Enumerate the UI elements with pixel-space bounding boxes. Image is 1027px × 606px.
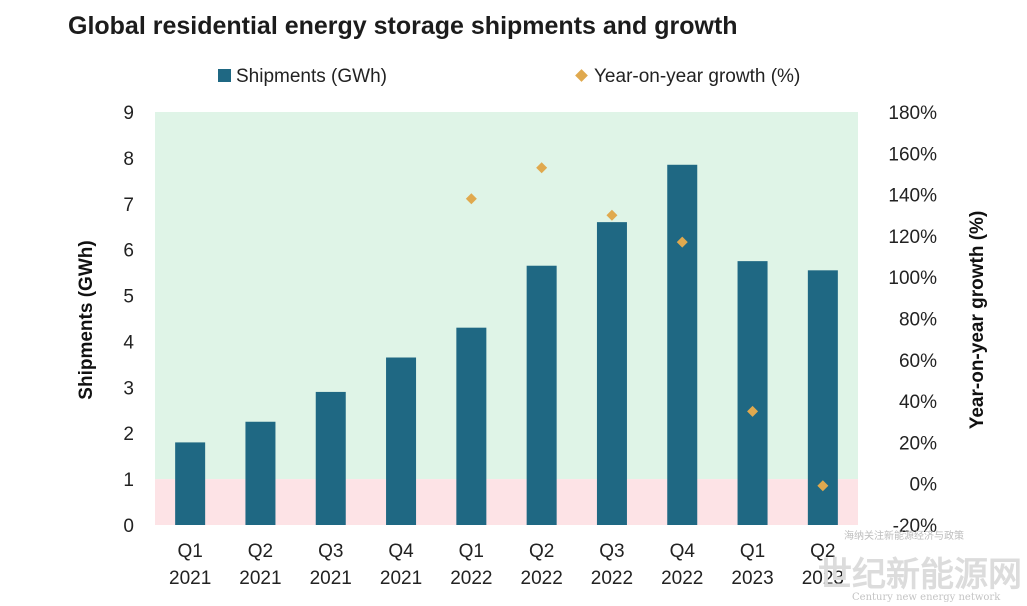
y-tick-label: 7 bbox=[123, 195, 134, 216]
plot-area bbox=[155, 112, 858, 525]
point-growth-5 bbox=[536, 162, 548, 174]
point-growth-6 bbox=[606, 209, 618, 221]
x-tick-quarter: Q2 bbox=[810, 541, 835, 562]
x-tick-quarter: Q1 bbox=[177, 541, 202, 562]
y2-tick-label: 160% bbox=[888, 144, 937, 165]
x-tick-quarter: Q4 bbox=[388, 541, 414, 562]
point-growth-8 bbox=[747, 405, 759, 417]
left-axis: 0 1 2 3 4 5 6 7 8 9 bbox=[123, 103, 134, 537]
y2-tick-label: 40% bbox=[899, 392, 937, 413]
right-axis: -20% 0% 20% 40% 60% 80% 100% 120% 140% 160% 180% bbox=[888, 103, 937, 537]
point-growth-9 bbox=[817, 480, 829, 492]
point-growth-4 bbox=[465, 193, 477, 205]
bar-shipments-5 bbox=[526, 265, 557, 525]
x-tick-quarter: Q1 bbox=[459, 541, 484, 562]
x-tick-year: 2021 bbox=[310, 568, 352, 589]
y-tick-label: 6 bbox=[123, 241, 134, 262]
y-tick-label: 0 bbox=[123, 516, 134, 537]
legend-swatch-shipments bbox=[218, 69, 231, 82]
y-tick-label: 5 bbox=[123, 287, 134, 308]
y2-tick-label: 120% bbox=[888, 227, 937, 248]
watermark-sub-text: Century new energy network bbox=[852, 592, 1001, 603]
x-axis: Q1 2021 Q2 2021 Q3 2021 Q4 2021 Q1 2022 Q2 2022 Q3 20… bbox=[169, 541, 844, 589]
legend-swatch-growth bbox=[575, 69, 588, 82]
y2-tick-label: 80% bbox=[899, 310, 937, 331]
x-tick-year: 2022 bbox=[661, 568, 703, 589]
bar-shipments-6 bbox=[596, 222, 627, 525]
chart-title: Global residential energy storage shipme… bbox=[68, 12, 738, 40]
legend-label-growth: Year-on-year growth (%) bbox=[594, 66, 800, 87]
y-tick-label: 8 bbox=[123, 149, 134, 170]
bar-shipments-1 bbox=[245, 421, 276, 525]
watermark: 海纳关注新能源经济与政策 世纪新能源网 Century new energy n… bbox=[818, 529, 1022, 603]
y2-axis-title: Year-on-year growth (%) bbox=[967, 211, 988, 430]
bar-shipments-2 bbox=[315, 391, 346, 525]
y-tick-label: 4 bbox=[123, 332, 134, 353]
bar-shipments-4 bbox=[456, 327, 487, 525]
watermark-small-text: 海纳关注新能源经济与政策 bbox=[844, 529, 964, 542]
x-tick-year: 2021 bbox=[380, 568, 422, 589]
y2-tick-label: 180% bbox=[888, 103, 937, 124]
x-tick-year: 2021 bbox=[169, 568, 211, 589]
x-tick-year: 2021 bbox=[239, 568, 281, 589]
y2-tick-label: 100% bbox=[888, 268, 937, 289]
bar-shipments-0 bbox=[175, 442, 206, 525]
y2-tick-label: -20% bbox=[893, 516, 937, 537]
x-tick-year: 2022 bbox=[591, 568, 633, 589]
bar-shipments-7 bbox=[667, 164, 698, 525]
y-axis-title: Shipments (GWh) bbox=[76, 240, 97, 399]
y2-tick-label: 140% bbox=[888, 186, 937, 207]
x-tick-year: 2023 bbox=[731, 568, 773, 589]
y-tick-label: 3 bbox=[123, 378, 134, 399]
y-tick-label: 1 bbox=[123, 470, 134, 491]
x-tick-year: 2022 bbox=[521, 568, 563, 589]
y2-tick-label: 0% bbox=[910, 475, 938, 496]
y2-tick-label: 60% bbox=[899, 351, 937, 372]
x-tick-year: 2022 bbox=[450, 568, 492, 589]
y2-tick-label: 20% bbox=[899, 433, 937, 454]
point-growth-7 bbox=[676, 236, 688, 248]
bar-shipments-8 bbox=[737, 261, 768, 525]
y-tick-label: 9 bbox=[123, 103, 134, 124]
x-tick-year: 2023 bbox=[802, 568, 844, 589]
x-tick-quarter: Q2 bbox=[529, 541, 554, 562]
legend-label-shipments: Shipments (GWh) bbox=[236, 66, 387, 87]
x-tick-quarter: Q2 bbox=[248, 541, 273, 562]
legend: Shipments (GWh) Year-on-year growth (%) bbox=[218, 66, 800, 87]
x-tick-quarter: Q1 bbox=[740, 541, 765, 562]
x-tick-quarter: Q3 bbox=[318, 541, 343, 562]
bar-shipments-3 bbox=[386, 357, 417, 525]
x-tick-quarter: Q4 bbox=[670, 541, 696, 562]
watermark-logo-text: 世纪新能源网 bbox=[818, 555, 1022, 595]
y-tick-label: 2 bbox=[123, 424, 134, 445]
x-tick-quarter: Q3 bbox=[599, 541, 624, 562]
